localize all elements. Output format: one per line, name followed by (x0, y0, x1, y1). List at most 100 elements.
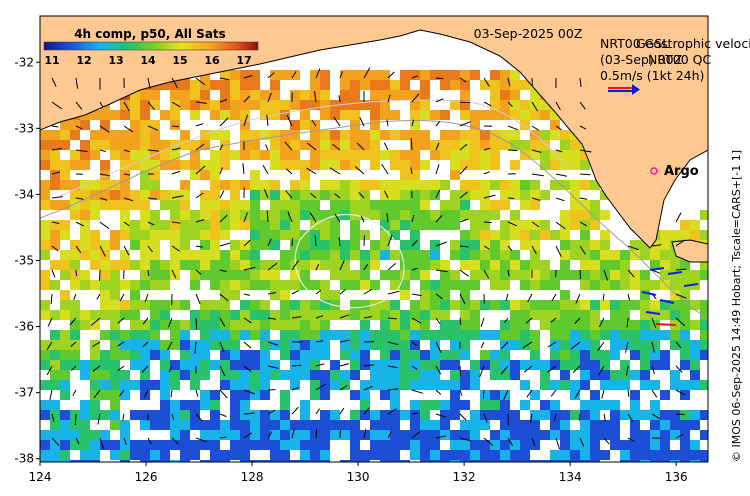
velocity-arrow (243, 212, 248, 223)
velocity-arrow (555, 221, 566, 230)
sst-cell (180, 340, 190, 350)
velocity-arrow (329, 167, 341, 175)
sst-cell (330, 430, 340, 440)
sst-cell (490, 350, 500, 360)
velocity-arrow (354, 166, 365, 175)
velocity-arrow (626, 365, 629, 376)
sst-cell (410, 190, 420, 200)
sst-cell (200, 220, 210, 230)
sst-cell (330, 160, 340, 170)
sst-cell (450, 390, 460, 400)
sst-cell (590, 330, 600, 340)
sst-cell (100, 130, 110, 140)
sst-cell (500, 270, 510, 280)
sst-cell (250, 350, 260, 360)
sst-cell (460, 400, 470, 410)
sst-cell (560, 460, 570, 462)
sst-cell (220, 310, 230, 320)
sst-cell (290, 180, 300, 190)
velocity-arrow (147, 437, 152, 445)
sst-cell (370, 80, 380, 90)
sst-cell (260, 380, 270, 390)
sst-cell (660, 450, 670, 460)
sst-cell (390, 380, 400, 390)
sst-cell (450, 360, 460, 370)
sst-cell (40, 410, 50, 420)
sst-cell (480, 150, 490, 160)
sst-cell (250, 250, 260, 260)
sst-cell (210, 430, 220, 440)
velocity-arrow (144, 293, 149, 303)
sst-cell (470, 70, 480, 80)
sst-cell (100, 270, 110, 280)
sst-cell (120, 260, 130, 270)
sst-cell (390, 220, 400, 230)
sst-cell (300, 330, 310, 340)
sst-cell (170, 210, 180, 220)
sst-cell (200, 160, 210, 170)
sst-cell (270, 200, 280, 210)
sst-cell (460, 130, 470, 140)
sst-cell (670, 330, 680, 340)
sst-cell (370, 260, 380, 270)
velocity-arrow (99, 149, 107, 153)
sst-cell (40, 130, 50, 140)
velocity-arrow (411, 412, 419, 415)
sst-cell (360, 310, 370, 320)
sst-cell (460, 190, 470, 200)
colorbar: 4h comp, p50, All Sats 11 12 13 14 15 16 17 (43, 27, 259, 67)
velocity-arrow (167, 341, 173, 351)
sst-cell (280, 450, 290, 460)
sst-cell (350, 440, 360, 450)
velocity-arrow (435, 77, 444, 80)
sst-cell (60, 410, 70, 420)
sst-cell (220, 220, 230, 230)
velocity-arrow (627, 413, 634, 422)
sst-cell (600, 230, 610, 240)
velocity-arrow (555, 149, 563, 153)
sst-cell (180, 430, 190, 440)
velocity-arrow (219, 117, 229, 127)
sst-cell (140, 330, 150, 340)
sst-cell (160, 400, 170, 410)
sst-cell (350, 240, 360, 250)
sst-cell (180, 100, 190, 110)
velocity-arrow (219, 144, 224, 151)
sst-cell (410, 240, 420, 250)
sst-cell (620, 460, 630, 462)
sst-cell (120, 180, 130, 190)
sst-cell (690, 320, 700, 330)
sst-cell (50, 400, 60, 410)
sst-cell (420, 410, 430, 420)
sst-cell (220, 300, 230, 310)
sst-cell (360, 190, 370, 200)
sst-cell (380, 460, 390, 462)
sst-cell (180, 410, 190, 420)
sst-cell (590, 200, 600, 210)
velocity-arrow (480, 341, 485, 349)
sst-cell (420, 160, 430, 170)
sst-cell (210, 160, 220, 170)
sst-cell (320, 300, 330, 310)
sst-cell (60, 160, 70, 170)
sst-cell (220, 130, 230, 140)
sst-cell (240, 180, 250, 190)
velocity-arrow (505, 293, 509, 302)
sst-cell (560, 240, 570, 250)
sst-cell (270, 370, 280, 380)
sst-cell (400, 260, 410, 270)
velocity-arrow (123, 149, 131, 153)
sst-cell (400, 170, 410, 180)
sst-cell (480, 180, 490, 190)
sst-cell (360, 330, 370, 340)
sst-cell (440, 280, 450, 290)
sst-cell (450, 200, 460, 210)
sst-cell (180, 90, 190, 100)
sst-cell (60, 270, 70, 280)
sst-cell (250, 70, 260, 80)
sst-cell (540, 190, 550, 200)
sst-cell (430, 210, 440, 220)
sst-cell (120, 370, 130, 380)
sst-cell (260, 340, 270, 350)
sst-cell (590, 340, 600, 350)
